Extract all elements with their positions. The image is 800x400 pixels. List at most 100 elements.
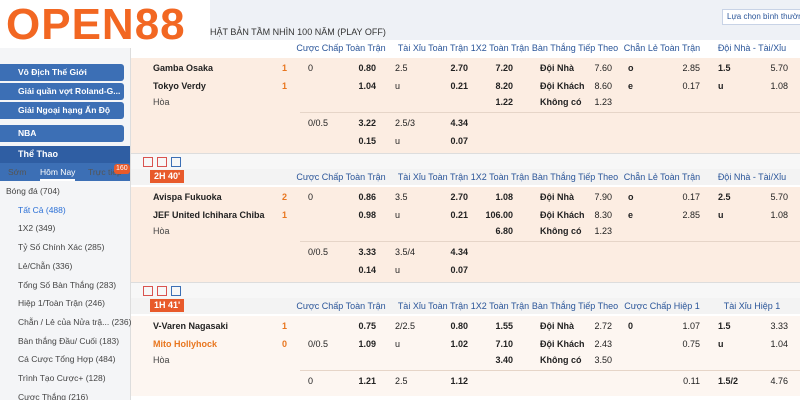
sport-item[interactable]: Hiệp 1/Toàn Trận (246): [18, 298, 105, 309]
sport-item[interactable]: Bóng đá (704): [6, 186, 60, 196]
menu-item[interactable]: NBA: [0, 125, 124, 142]
odds[interactable]: 0: [628, 321, 634, 331]
odds[interactable]: Đội Nhà: [540, 192, 575, 202]
odds[interactable]: 4.34: [450, 247, 468, 257]
team-score: 0: [282, 339, 288, 349]
odds[interactable]: 1.55: [495, 321, 513, 331]
tool-icon[interactable]: [171, 286, 181, 296]
odds[interactable]: 1.02: [450, 339, 468, 349]
view-option[interactable]: Lựa chọn bình thường: [722, 9, 800, 25]
sport-item[interactable]: Tỷ Số Chính Xác (285): [18, 242, 105, 253]
odds[interactable]: 3.22: [358, 118, 376, 128]
odds[interactable]: 0.86: [358, 192, 376, 202]
odds[interactable]: Đội Khách: [540, 81, 585, 91]
line-label: 1.08: [770, 81, 788, 91]
league-bar: [130, 0, 800, 40]
team-name[interactable]: Gamba Osaka: [153, 63, 214, 73]
odds[interactable]: o: [628, 63, 634, 73]
odds[interactable]: Đội Nhà: [540, 321, 575, 331]
team-score: 1: [282, 321, 288, 331]
sport-item[interactable]: Tất Cả (488): [18, 204, 66, 215]
tool-icon[interactable]: [157, 286, 167, 296]
odds[interactable]: 7.20: [495, 63, 513, 73]
odds[interactable]: 0.75: [358, 321, 376, 331]
odds[interactable]: Đội Khách: [540, 339, 585, 349]
tool-icon[interactable]: [143, 286, 153, 296]
odds[interactable]: 0.21: [450, 210, 468, 220]
line-label: 3.50: [594, 355, 612, 365]
odds[interactable]: Không có: [540, 97, 582, 107]
sport-header[interactable]: Thể Thao: [0, 146, 130, 163]
odds[interactable]: 2.5: [718, 192, 731, 202]
team-score: 1: [282, 63, 288, 73]
odds[interactable]: 0.14: [358, 265, 376, 275]
sport-item[interactable]: Cược Thắng (216): [18, 391, 89, 400]
odds[interactable]: e: [628, 210, 634, 220]
odds[interactable]: 8.20: [495, 81, 513, 91]
odds[interactable]: u: [718, 210, 724, 220]
odds[interactable]: 0.15: [358, 136, 376, 146]
odds[interactable]: 3.33: [358, 247, 376, 257]
sport-item[interactable]: Lẻ/Chẵn (336): [18, 260, 73, 271]
tab[interactable]: Hôm Nay: [40, 165, 76, 181]
team-name[interactable]: Mito Hollyhock: [153, 339, 218, 349]
odds[interactable]: 0.07: [450, 265, 468, 275]
menu-item[interactable]: Vô Địch Thế Giới: [0, 64, 124, 81]
line-label: 0: [308, 192, 314, 202]
odds[interactable]: 3.40: [495, 355, 513, 365]
odds[interactable]: 1.5: [718, 63, 731, 73]
odds[interactable]: 1.09: [358, 339, 376, 349]
menu-item[interactable]: Giải Ngoại hạng Ấn Độ: [0, 102, 124, 119]
team-name[interactable]: Avispa Fukuoka: [153, 192, 222, 202]
column-header: Bàn Thắng Tiếp Theo: [531, 172, 619, 182]
tab[interactable]: Sớm: [8, 167, 27, 177]
odds[interactable]: 1.5: [718, 321, 731, 331]
tab[interactable]: Trực tiếp: [88, 167, 122, 177]
odds[interactable]: 4.34: [450, 118, 468, 128]
odds[interactable]: u: [718, 81, 724, 91]
odds[interactable]: 7.10: [495, 339, 513, 349]
odds[interactable]: 0.80: [450, 321, 468, 331]
odds[interactable]: 1.04: [358, 81, 376, 91]
odds[interactable]: 2.70: [450, 192, 468, 202]
odds[interactable]: 106.00: [485, 210, 513, 220]
odds[interactable]: 1.22: [495, 97, 513, 107]
sport-item[interactable]: Tổng Số Bàn Thắng (283): [18, 279, 117, 290]
line-label: 2.5/3: [395, 118, 416, 128]
sport-item[interactable]: Bàn thắng Đầu/ Cuối (183): [18, 335, 120, 346]
odds[interactable]: 6.80: [495, 226, 513, 236]
team-name[interactable]: V-Varen Nagasaki: [153, 321, 229, 331]
odds[interactable]: 1.12: [450, 376, 468, 386]
odds[interactable]: Đội Nhà: [540, 63, 575, 73]
menu-item[interactable]: Giải quần vợt Roland-G...: [0, 83, 124, 100]
draw-label: Hòa: [153, 355, 170, 365]
odds[interactable]: o: [628, 192, 634, 202]
sport-item[interactable]: Cá Cược Tổng Hợp (484): [18, 354, 116, 365]
sport-item[interactable]: Trình Tạo Cược+ (128): [18, 373, 106, 383]
odds[interactable]: 2.70: [450, 63, 468, 73]
odds[interactable]: 0.98: [358, 210, 376, 220]
odds[interactable]: Không có: [540, 355, 582, 365]
odds[interactable]: 0.80: [358, 63, 376, 73]
toolbar: [131, 153, 800, 170]
odds[interactable]: u: [718, 339, 724, 349]
sport-item[interactable]: Chẵn / Lẻ của Nửa trậ... (236): [18, 316, 132, 327]
column-header: Cược Chấp Toàn Trận: [296, 301, 386, 311]
sport-item[interactable]: 1X2 (349): [18, 223, 56, 234]
odds[interactable]: Đội Khách: [540, 210, 585, 220]
tool-icon[interactable]: [157, 157, 167, 167]
odds[interactable]: 0.21: [450, 81, 468, 91]
odds[interactable]: 1.08: [495, 192, 513, 202]
line-label: u: [395, 136, 401, 146]
odds[interactable]: 1.5/2: [718, 376, 739, 386]
odds[interactable]: 0.07: [450, 136, 468, 146]
team-name[interactable]: JEF United Ichihara Chiba: [153, 210, 265, 220]
odds[interactable]: 1.21: [358, 376, 376, 386]
team-name[interactable]: Tokyo Verdy: [153, 81, 206, 91]
line-label: 2.5: [395, 63, 408, 73]
tool-icon[interactable]: [143, 157, 153, 167]
odds[interactable]: Không có: [540, 226, 582, 236]
tool-icon[interactable]: [171, 157, 181, 167]
odds[interactable]: e: [628, 81, 634, 91]
column-header: Bàn Thắng Tiếp Theo: [531, 301, 619, 311]
